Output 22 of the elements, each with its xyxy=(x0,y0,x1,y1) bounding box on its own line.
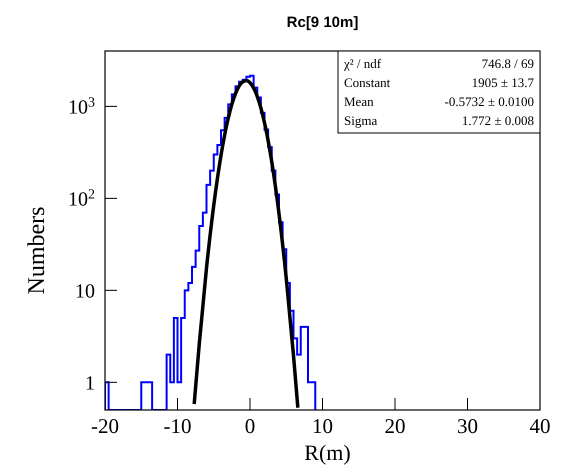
annotation: 1.772 ± 0.008 xyxy=(462,113,534,128)
annotation: Sigma xyxy=(344,113,378,128)
x-tick-label: 20 xyxy=(384,414,406,438)
x-axis-title: R(m) xyxy=(304,440,351,465)
y-tick-label: 10$^{2}$ xyxy=(68,186,95,210)
chart-title: Rc[9 10m] xyxy=(286,14,358,31)
annotation: -0.5732 ± 0.0100 xyxy=(444,94,534,109)
annotation: 746.8 / 69 xyxy=(482,56,534,71)
x-tick-label: 0 xyxy=(244,414,256,438)
annotation: Mean xyxy=(344,94,374,109)
x-tick-label: 40 xyxy=(530,414,550,438)
y-tick-label: 10 xyxy=(75,280,95,302)
x-tick-label: 10 xyxy=(312,414,333,438)
annotation: Constant xyxy=(344,75,391,90)
x-tick-label: -20 xyxy=(91,414,119,438)
y-axis-title: Numbers xyxy=(24,206,50,294)
y-tick-label: 10$^{3}$ xyxy=(68,94,95,118)
y-tick-label: 1 xyxy=(85,372,95,394)
x-tick-label: 30 xyxy=(457,414,478,438)
x-tick-label: -10 xyxy=(164,414,192,438)
annotation: χ² / ndf xyxy=(343,56,382,71)
annotation: 1905 ± 13.7 xyxy=(472,75,534,90)
